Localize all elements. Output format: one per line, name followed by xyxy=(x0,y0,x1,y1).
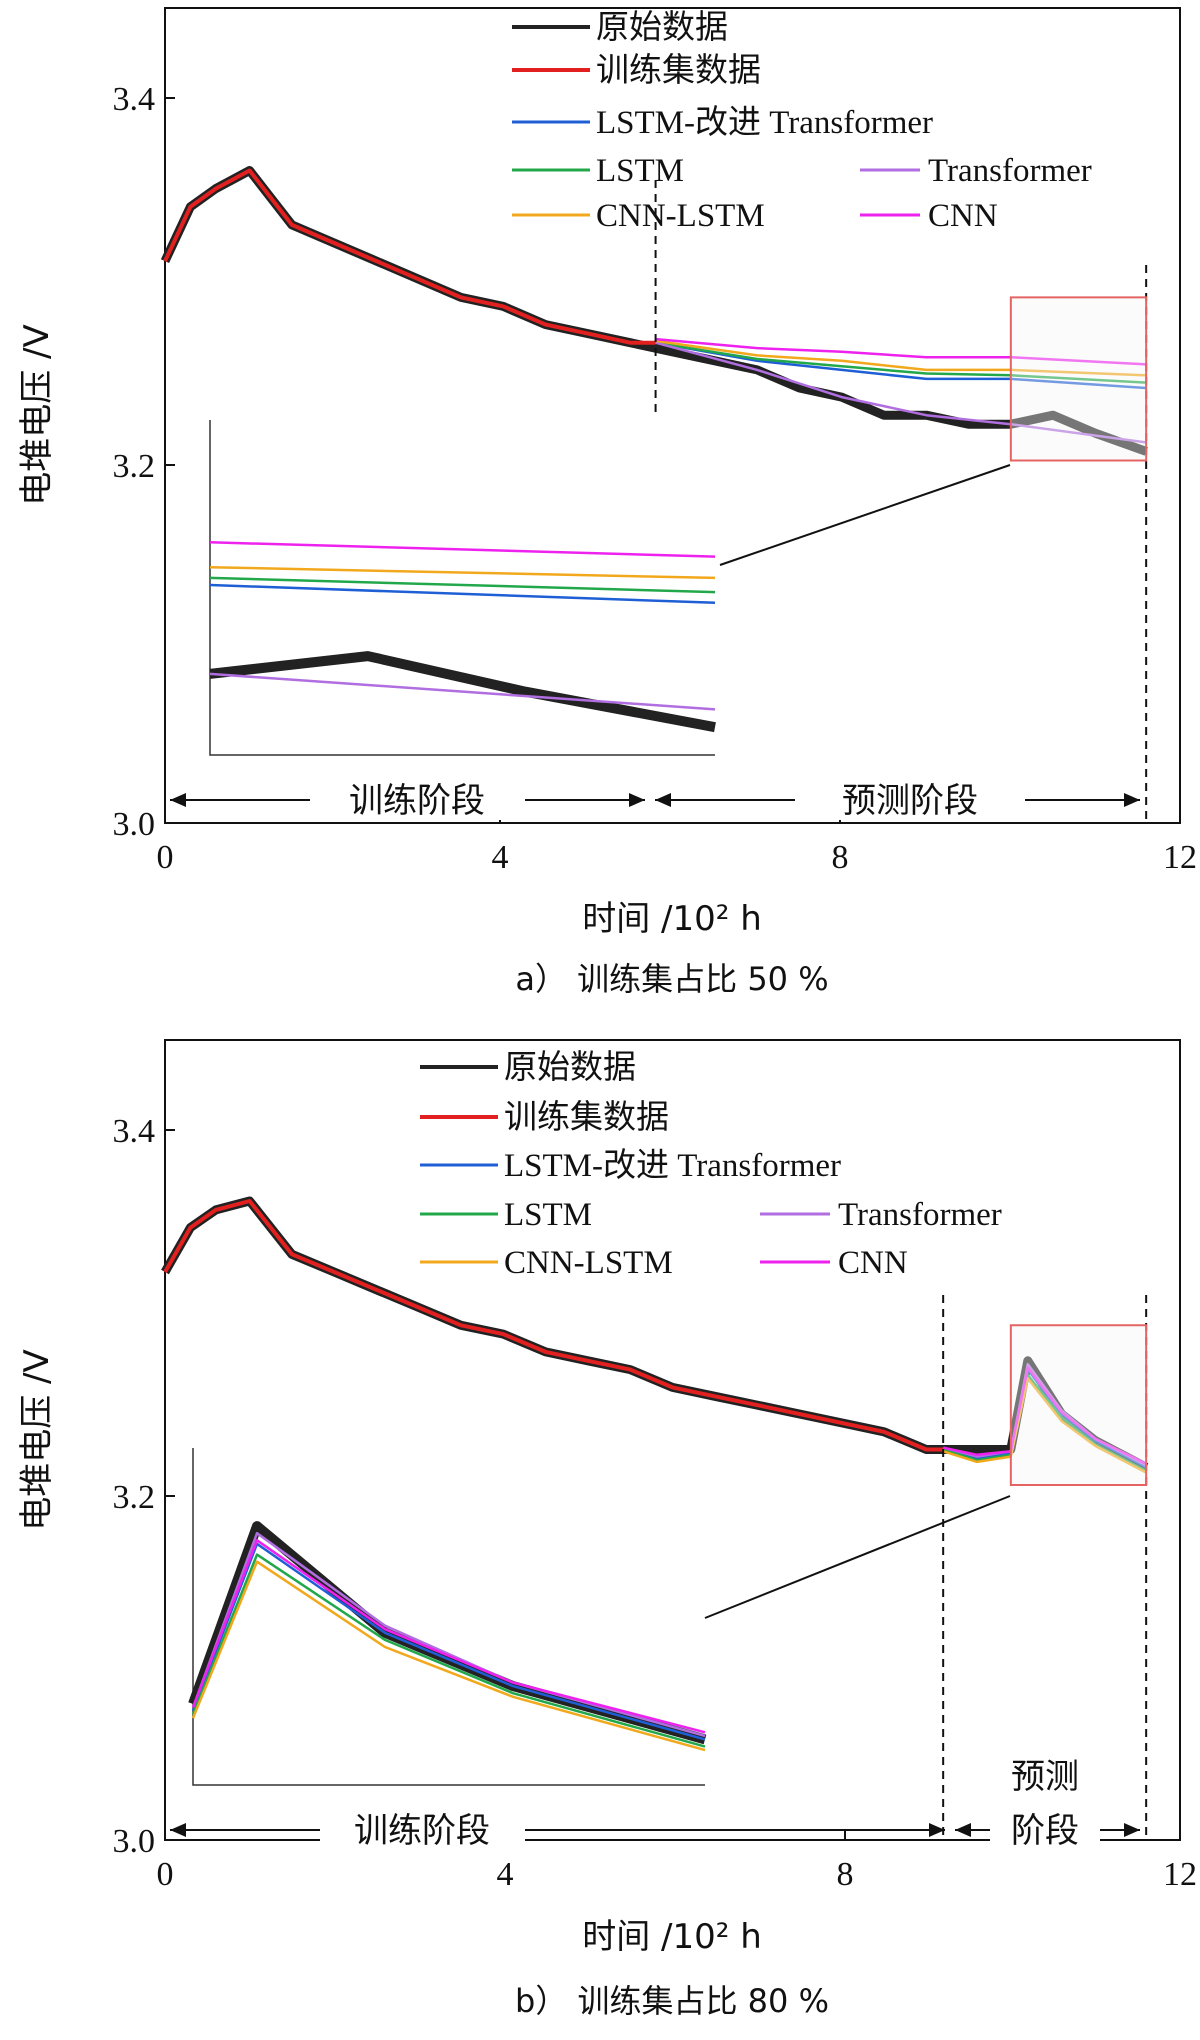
y-tick-label: 3.4 xyxy=(113,1113,156,1150)
x-tick-label: 8 xyxy=(832,839,849,876)
series-line xyxy=(163,168,656,345)
legend-label: 原始数据 xyxy=(596,7,728,46)
legend-label: CNN xyxy=(928,198,998,234)
inset-series-line xyxy=(209,651,716,733)
caption-a: a） 训练集占比 50 % xyxy=(515,960,828,998)
y-axis-title-b: 电堆电压 /V xyxy=(17,1349,57,1531)
series-line xyxy=(163,1199,944,1452)
legend-label: 训练集数据 xyxy=(596,50,761,89)
phase-label-train-a: 训练阶段 xyxy=(349,781,485,821)
y-tick-label: 3.0 xyxy=(113,806,156,843)
phase-label-predict-a: 预测阶段 xyxy=(842,781,978,821)
y-ticks-b: 3.4 3.2 3.0 xyxy=(113,1113,175,1860)
series-group-b xyxy=(161,1196,1149,1474)
zoom-box-b xyxy=(1009,1324,1148,1486)
phase-label-predict-b-2: 阶段 xyxy=(1011,1811,1079,1851)
panel-b: 3.4 3.2 3.0 0 4 8 12 电堆电压 /V 时间 /10² h b… xyxy=(17,1039,1197,2020)
inset-series-line xyxy=(209,541,716,558)
y-tick-label: 3.0 xyxy=(113,1823,156,1860)
inset-connector xyxy=(704,1495,1011,1619)
y-tick-label: 3.4 xyxy=(113,81,156,118)
series-line xyxy=(655,339,1147,377)
legend-label: LSTM xyxy=(596,153,684,189)
series-line xyxy=(655,341,1147,384)
inset-series-line xyxy=(191,1553,706,1748)
plot-frame-b xyxy=(164,1039,1181,1841)
legend-label: 训练集数据 xyxy=(504,1097,669,1136)
x-tick-label: 12 xyxy=(1163,839,1197,876)
series-group-a xyxy=(160,166,1148,456)
inset-series-line xyxy=(191,1542,706,1741)
inset-axes xyxy=(192,1448,705,1786)
x-axis-title-a: 时间 /10² h xyxy=(582,899,762,939)
legend-label: LSTM-改进 Transformer xyxy=(596,104,933,141)
legend-label: Transformer xyxy=(838,1197,1002,1233)
y-axis-title-a: 电堆电压 /V xyxy=(17,324,57,506)
inset-series-line xyxy=(209,565,716,580)
legend-label: 原始数据 xyxy=(504,1047,636,1086)
x-tick-label: 0 xyxy=(157,1856,174,1893)
series-line xyxy=(655,341,1147,444)
inset-series-group xyxy=(188,1521,707,1752)
legend-a: 原始数据 训练集数据 LSTM-改进 Transformer LSTM Tran… xyxy=(512,7,1092,234)
x-ticks-b: 0 4 8 12 xyxy=(157,1830,1197,1893)
series-line xyxy=(942,1366,1147,1465)
inset-series-line xyxy=(209,576,716,594)
phase-arrows-b: 训练阶段 预测 阶段 xyxy=(170,1757,1140,1851)
phase-label-train-b: 训练阶段 xyxy=(354,1811,490,1851)
inset-connector xyxy=(719,464,1011,566)
series-line xyxy=(655,337,1147,366)
inset-a xyxy=(209,420,1011,756)
x-tick-label: 12 xyxy=(1163,1856,1197,1893)
x-tick-label: 8 xyxy=(837,1856,854,1893)
x-tick-label: 0 xyxy=(157,839,174,876)
inset-series-line xyxy=(191,1560,706,1752)
plot-frame-a xyxy=(164,7,1181,824)
legend-label: LSTM xyxy=(504,1197,592,1233)
panel-a: 3.4 3.2 3.0 0 4 8 12 电堆电压 /V 时间 /10² h a… xyxy=(17,7,1197,998)
legend-label: CNN xyxy=(838,1245,908,1281)
y-ticks-a: 3.4 3.2 3.0 xyxy=(113,81,175,843)
zoom-box-a xyxy=(1009,296,1148,462)
inset-axes xyxy=(209,420,715,756)
legend-label: CNN-LSTM xyxy=(596,198,765,234)
series-line xyxy=(161,1196,1149,1472)
legend-label: CNN-LSTM xyxy=(504,1245,673,1281)
series-line xyxy=(655,341,1147,390)
legend-label: Transformer xyxy=(928,153,1092,189)
y-tick-label: 3.2 xyxy=(113,1479,156,1516)
phase-label-predict-b-1: 预测 xyxy=(1011,1757,1079,1797)
inset-series-line xyxy=(209,672,716,711)
x-axis-title-b: 时间 /10² h xyxy=(582,1917,762,1957)
phase-arrows-a: 训练阶段 预测阶段 xyxy=(170,778,1140,821)
inset-series-line xyxy=(209,583,716,605)
x-tick-label: 4 xyxy=(497,1856,514,1893)
x-tick-label: 4 xyxy=(492,839,509,876)
series-line xyxy=(942,1377,1147,1474)
y-tick-label: 3.2 xyxy=(113,448,156,485)
legend-label: LSTM-改进 Transformer xyxy=(504,1147,841,1184)
inset-series-line xyxy=(191,1539,706,1734)
inset-series-line xyxy=(188,1521,707,1745)
caption-b: b） 训练集占比 80 % xyxy=(515,1982,829,2020)
inset-series-group xyxy=(209,541,716,733)
series-line xyxy=(942,1373,1147,1472)
inset-b xyxy=(188,1448,1011,1786)
legend-b: 原始数据 训练集数据 LSTM-改进 Transformer LSTM Tran… xyxy=(420,1047,1002,1281)
